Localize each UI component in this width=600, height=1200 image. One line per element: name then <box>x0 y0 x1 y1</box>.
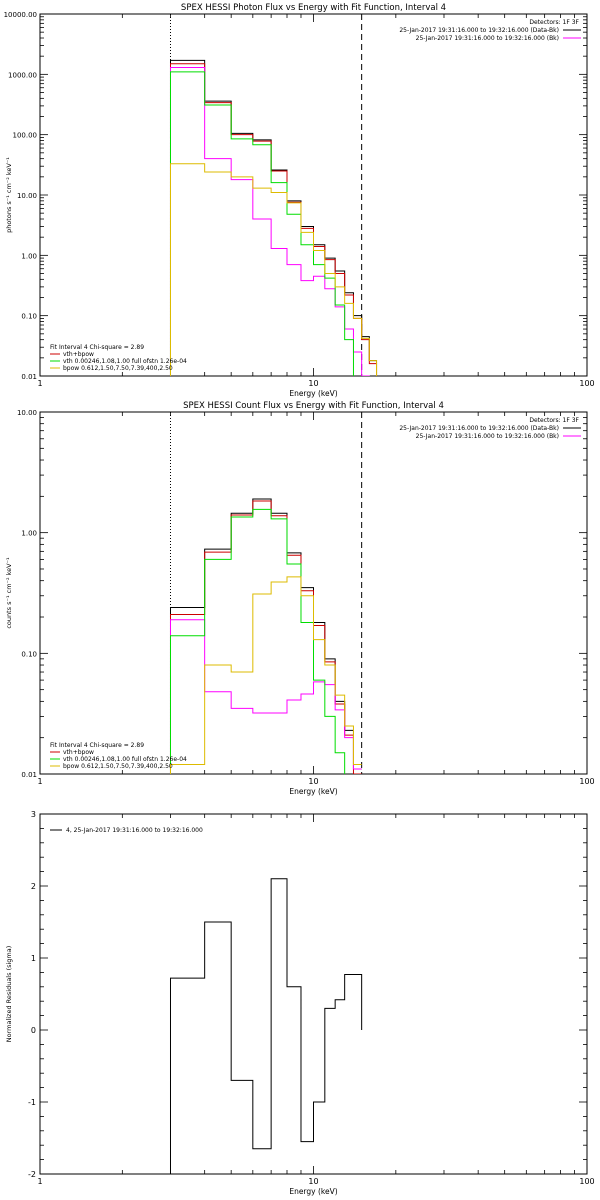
legend-entry: vth+bpow <box>63 351 94 358</box>
x-tick-label: 100 <box>579 777 594 786</box>
legend-entry: bpow 0.612,1.50,7.50,7.39,400,2.50 <box>63 365 173 372</box>
y-tick-label: 2 <box>31 882 36 891</box>
y-axis-ticks <box>40 813 587 1175</box>
series-step-line-0 <box>169 498 362 774</box>
legend-entry: Fit Interval 4 Chi-square = 2.89 <box>50 742 144 749</box>
y-tick-label: -2 <box>28 1170 36 1179</box>
x-tick-label: 10 <box>308 379 318 388</box>
x-tick-label: 10 <box>308 1177 318 1186</box>
legend-entry: 25-Jan-2017 19:31:16.000 to 19:32:16.000… <box>399 27 559 34</box>
x-axis-label: Energy (keV) <box>289 1187 337 1196</box>
photon-flux-panel: 1 10 100 0.01 0.10 1.00 10.00 100.00 1000.00 1000… <box>4 3 595 398</box>
x-axis-ticks <box>39 14 588 376</box>
y-tick-label: 1.00 <box>21 252 37 260</box>
y-tick-label: 10000.00 <box>4 11 37 19</box>
series-group <box>169 498 362 774</box>
y-axis-label: counts s⁻¹ cm⁻² keV⁻¹ <box>5 557 13 629</box>
series-step-line-3 <box>169 508 346 774</box>
x-axis-ticks <box>39 814 588 1174</box>
series-group <box>169 878 363 1174</box>
y-tick-label: 0.01 <box>21 771 37 779</box>
series-step-line-0 <box>169 878 363 1174</box>
x-tick-label: 1 <box>37 1177 42 1186</box>
x-tick-label: 100 <box>579 379 594 388</box>
y-tick-label: 0.10 <box>21 650 37 658</box>
y-axis-ticks <box>40 411 587 775</box>
legend-entry: vth+bpow <box>63 749 94 756</box>
legend-entry: Fit Interval 4 Chi-square = 2.89 <box>50 344 144 351</box>
y-tick-label: 3 <box>31 810 36 819</box>
legend-entry: Detectors: 1F 3F <box>529 417 579 424</box>
x-tick-label: 1 <box>37 777 42 786</box>
legend-entry: bpow 0.612,1.50,7.50,7.39,400,2.50 <box>63 763 173 770</box>
legend-entry: Detectors: 1F 3F <box>529 19 579 26</box>
residuals-panel: 1 10 100 -2 -1 0 1 2 3 Energy (keV) Normalized Res… <box>5 810 595 1196</box>
y-tick-label: 10.00 <box>17 192 37 200</box>
legend-entry: 25-Jan-2017 19:31:16.000 to 19:32:16.000… <box>416 35 559 42</box>
x-tick-label: 100 <box>579 1177 594 1186</box>
chart-title: SPEX HESSI Count Flux vs Energy with Fit… <box>183 401 444 411</box>
x-axis-ticks <box>39 412 588 774</box>
series-step-line-4 <box>169 163 378 376</box>
legend-entry: vth 0.00246,1.08,1.00 full ofstn 1.26e-0… <box>63 358 187 365</box>
y-axis-label: Normalized Residuals (sigma) <box>5 946 13 1043</box>
y-tick-label: -1 <box>28 1098 36 1107</box>
y-tick-label: 10.00 <box>17 409 37 417</box>
y-axis-ticks <box>40 13 587 377</box>
x-axis-label: Energy (keV) <box>289 787 337 796</box>
x-tick-label: 1 <box>37 379 42 388</box>
series-step-line-0 <box>169 59 378 376</box>
series-group <box>169 59 378 376</box>
y-tick-label: 0 <box>31 1026 36 1035</box>
series-step-line-4 <box>169 576 362 774</box>
y-tick-label: 1.00 <box>21 530 37 538</box>
legend-entry: 25-Jan-2017 19:31:16.000 to 19:32:16.000… <box>416 433 559 440</box>
series-step-line-2 <box>169 619 362 774</box>
series-step-line-2 <box>169 66 370 376</box>
y-tick-label: 1000.00 <box>8 71 37 79</box>
legend-entry: 4, 25-Jan-2017 19:31:16.000 to 19:32:16.… <box>66 827 203 834</box>
x-tick-label: 10 <box>308 777 318 786</box>
plot-frame <box>39 13 588 377</box>
y-tick-label: 0.10 <box>21 313 37 321</box>
series-step-line-1 <box>169 63 378 376</box>
y-tick-label: 0.01 <box>21 373 37 381</box>
y-tick-label: 1 <box>31 954 36 963</box>
series-step-line-1 <box>169 500 362 774</box>
chart-title: SPEX HESSI Photon Flux vs Energy with Fi… <box>181 3 446 13</box>
series-step-line-3 <box>169 71 354 376</box>
legend-entry: 25-Jan-2017 19:31:16.000 to 19:32:16.000… <box>399 425 559 432</box>
y-tick-label: 100.00 <box>13 132 38 140</box>
x-axis-label: Energy (keV) <box>289 389 337 398</box>
legend-entry: vth 0.00246,1.08,1.00 full ofstn 1.26e-0… <box>63 756 187 763</box>
count-flux-panel: 1 10 100 0.01 0.10 1.00 10.00 SPEX HESSI Count … <box>5 401 595 796</box>
y-axis-label: photons s⁻¹ cm⁻² keV⁻¹ <box>5 157 13 233</box>
